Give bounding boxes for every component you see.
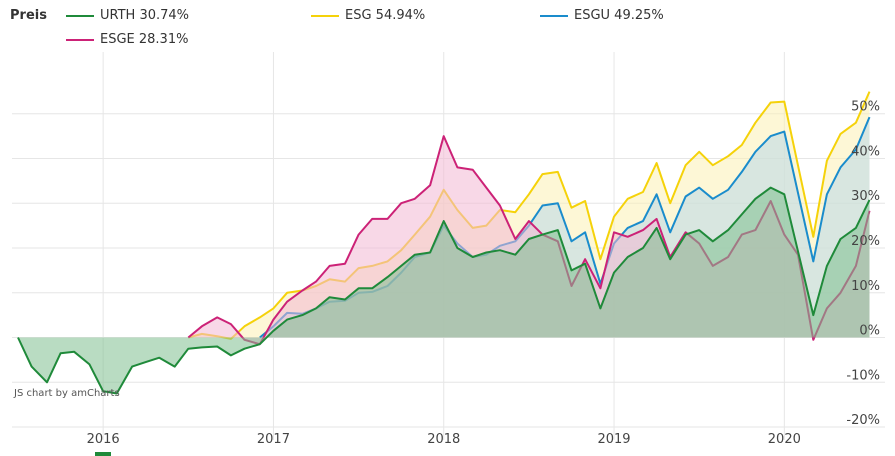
x-tick-label: 2018	[427, 432, 460, 447]
y-tick-label: -20%	[846, 413, 880, 428]
legend-title: Preis	[10, 8, 47, 23]
legend-swatch	[66, 38, 94, 41]
chart-legend: Preis URTH 30.74% ESG 54.94% ESGU 49.25%…	[0, 0, 895, 52]
y-tick-label: -10%	[846, 368, 880, 383]
chart-credit[interactable]: JS chart by amCharts	[13, 388, 120, 399]
legend-swatch	[66, 14, 94, 17]
legend-item-esgu[interactable]: ESGU 49.25%	[540, 8, 664, 23]
series-area-urth	[18, 187, 870, 394]
x-tick-label: 2016	[87, 432, 120, 447]
scrollbar-grip[interactable]	[95, 452, 111, 456]
legend-item-esg[interactable]: ESG 54.94%	[311, 8, 425, 23]
y-tick-label: 40%	[851, 144, 880, 159]
y-tick-label: 50%	[851, 100, 880, 115]
legend-item-esge[interactable]: ESGE 28.31%	[66, 32, 188, 47]
y-axis-labels: 50% 40% 30% 20% 10% 0% -10% -20%	[846, 100, 880, 428]
legend-swatch	[540, 14, 568, 17]
x-tick-label: 2017	[257, 432, 290, 447]
x-axis-labels: 2016 2017 2018 2019 2020	[87, 432, 801, 447]
y-tick-label: 10%	[851, 279, 880, 294]
legend-label: ESG 54.94%	[345, 8, 426, 23]
x-tick-label: 2020	[768, 432, 801, 447]
series-line-esg[interactable]	[188, 91, 871, 340]
legend-label: URTH 30.74%	[100, 8, 190, 23]
series-layer	[17, 91, 871, 395]
legend-label: ESGE 28.31%	[100, 32, 189, 47]
series-line-urth[interactable]	[17, 186, 871, 395]
legend-item-urth[interactable]: URTH 30.74%	[66, 8, 189, 23]
y-tick-label: 0%	[859, 324, 880, 339]
y-tick-label: 20%	[851, 234, 880, 249]
y-tick-label: 30%	[851, 189, 880, 204]
x-tick-label: 2019	[597, 432, 630, 447]
legend-swatch	[311, 14, 339, 17]
legend-label: ESGU 49.25%	[574, 8, 664, 23]
